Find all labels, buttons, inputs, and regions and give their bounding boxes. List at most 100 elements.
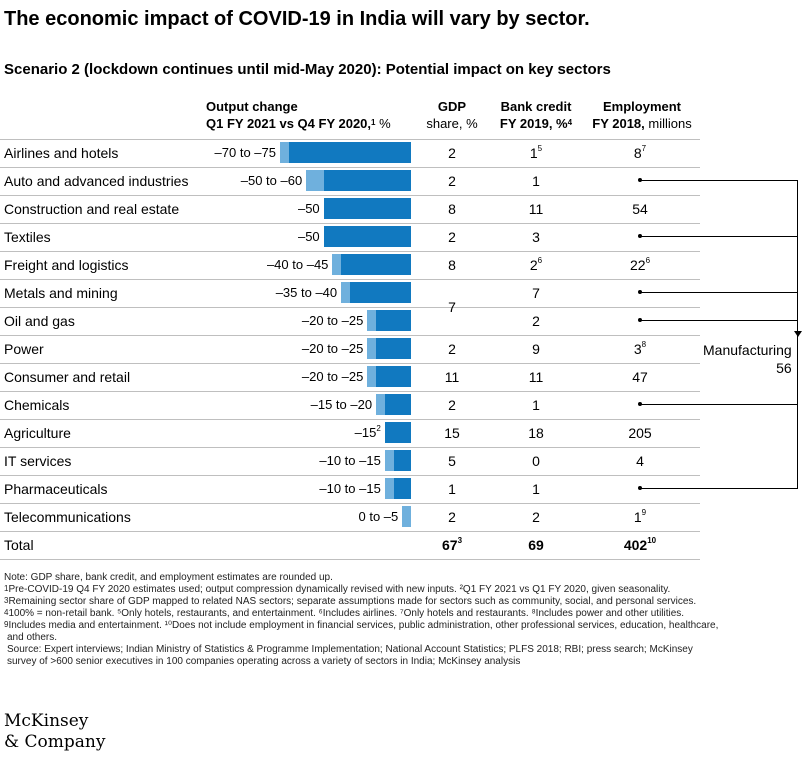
credit-cell-value: 9 <box>532 341 540 357</box>
output-label-text: –50 <box>297 229 320 244</box>
credit-cell: 11 <box>496 201 576 217</box>
credit-cell: 0 <box>496 453 576 469</box>
table-row: Chemicals –15 to –20 2 1 <box>0 391 797 419</box>
credit-cell-value: 1 <box>529 145 538 161</box>
footnote-text: Source: Expert interviews; Indian Minist… <box>7 644 693 655</box>
table-row: Auto and advanced industries –50 to –60 2 1 <box>0 167 797 195</box>
footnote-marker: 3 <box>4 596 9 605</box>
header-emp-line1: Employment <box>602 99 681 114</box>
credit-cell: 1 <box>496 173 576 189</box>
gdp-cell-value: 2 <box>448 229 456 245</box>
header-emp-line2: FY 2018, <box>592 116 645 131</box>
table-row: Consumer and retail –20 to –25 11 11 47 <box>0 363 700 391</box>
gdp-cell: 2 <box>412 145 492 161</box>
sector-label: Chemicals <box>4 397 70 413</box>
table-row: Telecommunications 0 to –5 2 2 19 <box>0 503 700 531</box>
manufacturing-connector <box>640 488 797 489</box>
credit-cell-value: 0 <box>532 453 540 469</box>
logo-line2: & Company <box>4 732 106 752</box>
output-label-text: –70 to –75 <box>214 145 276 160</box>
output-bar-min <box>323 198 411 219</box>
row-divider <box>0 391 700 392</box>
credit-cell-sup: 6 <box>537 256 543 265</box>
credit-cell-value: 11 <box>528 369 544 385</box>
total-gdp: 673 <box>412 536 492 553</box>
sector-label: Oil and gas <box>4 313 75 329</box>
employment-cell-sup: 9 <box>641 508 647 517</box>
output-label-text: –50 <box>297 201 320 216</box>
footnote-marker: 1 <box>4 584 9 593</box>
footnotes: Note: GDP share, bank credit, and employ… <box>4 572 804 668</box>
output-bar-min <box>393 450 411 471</box>
employment-cell-value: 54 <box>632 201 648 217</box>
header-gdp: GDP share, % <box>420 98 484 132</box>
manufacturing-connector <box>640 404 797 405</box>
header-employment: Employment FY 2018, millions <box>586 98 698 132</box>
footnote: Source: Expert interviews; Indian Minist… <box>4 644 804 656</box>
total-credit: 69 <box>496 537 576 553</box>
credit-cell: 1 <box>496 397 576 413</box>
gdp-cell: 2 <box>412 509 492 525</box>
employment-cell: 38 <box>600 340 680 357</box>
output-label: –10 to –15 <box>319 453 380 468</box>
output-bar-min <box>376 338 411 359</box>
table-row: Construction and real estate –50 8 11 54 <box>0 195 700 223</box>
sector-label: Construction and real estate <box>4 201 180 217</box>
table-row: Textiles –50 2 3 <box>0 223 797 251</box>
header-credit-sup: 4 <box>567 118 573 127</box>
gdp-cell: 8 <box>412 201 492 217</box>
employment-cell-sup: 8 <box>641 340 647 349</box>
gdp-cell: 2 <box>412 341 492 357</box>
manufacturing-connector <box>640 320 797 321</box>
credit-cell: 26 <box>496 256 576 273</box>
footnote: 9Includes media and entertainment. ¹⁰Doe… <box>4 620 804 632</box>
row-divider <box>0 503 700 504</box>
header-emp-unit: millions <box>644 116 692 131</box>
sector-label: Consumer and retail <box>4 369 131 385</box>
header-credit-line2: FY 2019, % <box>499 116 568 131</box>
row-divider <box>0 167 700 168</box>
manufacturing-connector <box>640 292 797 293</box>
sector-label: Metals and mining <box>4 285 118 301</box>
employment-cell: 4 <box>600 453 680 469</box>
output-bar-min <box>288 142 411 163</box>
output-label: –35 to –40 <box>276 285 337 300</box>
gdp-cell-value: 8 <box>448 257 456 273</box>
credit-cell-value: 1 <box>532 173 540 189</box>
logo-line1: McKinsey <box>4 711 89 731</box>
footnote: Note: GDP share, bank credit, and employ… <box>4 572 804 584</box>
footnote-marker: 4 <box>4 608 9 617</box>
credit-cell: 7 <box>496 285 576 301</box>
output-label-text: –10 to –15 <box>319 481 381 496</box>
employment-cell-sup: 7 <box>641 144 647 153</box>
credit-cell: 15 <box>496 144 576 161</box>
row-divider <box>0 195 700 196</box>
gdp-cell-value: 2 <box>448 397 456 413</box>
gdp-cell-value: 8 <box>448 201 456 217</box>
header-output-line1: Output change <box>206 99 298 114</box>
row-divider <box>0 531 700 532</box>
output-label: –40 to –45 <box>267 257 328 272</box>
employment-cell: 47 <box>600 369 680 385</box>
row-divider <box>0 475 700 476</box>
row-divider <box>0 363 700 364</box>
output-label-text: –40 to –45 <box>266 257 329 272</box>
manufacturing-value: 56 <box>776 360 792 376</box>
sector-label: Telecommunications <box>4 509 131 525</box>
chart-title: The economic impact of COVID-19 in India… <box>4 8 590 30</box>
footnote-text: Includes media and entertainment. ¹⁰Does… <box>8 620 719 631</box>
output-label-text: –20 to –25 <box>301 369 364 384</box>
row-divider <box>0 335 700 336</box>
gdp-cell: 11 <box>412 369 492 385</box>
employment-cell-value: 47 <box>632 369 648 385</box>
gdp-cell: 2 <box>412 397 492 413</box>
credit-cell-value: 1 <box>532 481 540 497</box>
output-label-text: –35 to –40 <box>275 285 338 300</box>
credit-cell-value: 2 <box>532 509 540 525</box>
employment-cell: 226 <box>600 256 680 273</box>
employment-cell-value: 205 <box>628 425 652 441</box>
gdp-cell-value: 1 <box>448 481 456 497</box>
row-divider <box>0 223 700 224</box>
output-label: –50 to –60 <box>241 173 302 188</box>
credit-cell: 11 <box>496 369 576 385</box>
